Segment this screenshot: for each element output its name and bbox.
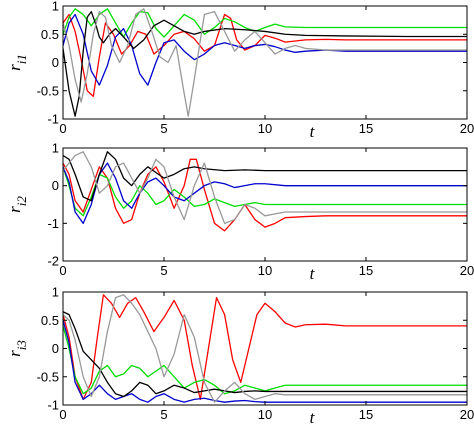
y-axis-label: ri2 bbox=[5, 196, 29, 213]
series-line-1 bbox=[63, 294, 467, 400]
y-tick-label: 0.5 bbox=[41, 313, 59, 328]
axes-box bbox=[62, 5, 468, 120]
axes-box bbox=[62, 291, 468, 406]
y-tick-label: -0.5 bbox=[37, 83, 59, 98]
x-tick-label: 20 bbox=[460, 263, 474, 278]
x-tick-label: 20 bbox=[460, 121, 474, 136]
x-tick-label: 0 bbox=[59, 407, 66, 422]
y-tick-label: 0 bbox=[52, 55, 59, 70]
x-tick-label: 10 bbox=[258, 407, 272, 422]
series-line-4 bbox=[63, 311, 467, 398]
x-tick-label: 20 bbox=[460, 407, 474, 422]
y-tick-label: 1 bbox=[52, 285, 59, 300]
series-line-3 bbox=[63, 13, 467, 86]
panel-3: 0 5 10 15 20 1 0.5 0 -0.5 -1 t ri3 bbox=[5, 285, 474, 428]
x-tick-label: 10 bbox=[258, 121, 272, 136]
y-tick-label: 1 bbox=[52, 0, 59, 14]
series-line-3 bbox=[63, 320, 467, 403]
series-line-4 bbox=[63, 11, 467, 117]
x-tick-label: 5 bbox=[160, 121, 167, 136]
series-line-4 bbox=[63, 151, 467, 202]
x-axis-label: t bbox=[310, 264, 316, 283]
x-tick-label: 15 bbox=[359, 407, 373, 422]
y-tick-label: -1 bbox=[47, 112, 59, 127]
y-tick-label: 0 bbox=[52, 341, 59, 356]
series-line-1 bbox=[63, 13, 467, 98]
x-tick-label: 15 bbox=[359, 263, 373, 278]
y-tick-label: -1 bbox=[47, 398, 59, 413]
series-line-5 bbox=[63, 8, 467, 117]
x-tick-label: 15 bbox=[359, 121, 373, 136]
series-line-2 bbox=[63, 8, 467, 38]
y-tick-label: 0.5 bbox=[41, 27, 59, 42]
series-line-2 bbox=[63, 325, 467, 395]
y-tick-label: -1 bbox=[47, 216, 59, 231]
y-tick-label: -2 bbox=[47, 254, 59, 269]
y-axis-label: ri3 bbox=[5, 340, 29, 357]
x-tick-label: 5 bbox=[160, 407, 167, 422]
panel-1: 0 5 10 15 20 1 0.5 0 -0.5 -1 t ri1 bbox=[5, 0, 474, 141]
series-line-5 bbox=[63, 151, 467, 224]
y-axis-label: ri1 bbox=[5, 54, 29, 71]
series-line-2 bbox=[63, 166, 467, 217]
x-tick-label: 5 bbox=[160, 263, 167, 278]
x-tick-label: 10 bbox=[258, 263, 272, 278]
series-line-5 bbox=[63, 294, 467, 403]
x-axis-label: t bbox=[310, 408, 316, 427]
y-tick-label: 0 bbox=[52, 178, 59, 193]
y-tick-label: -0.5 bbox=[37, 369, 59, 384]
x-tick-label: 0 bbox=[59, 263, 66, 278]
y-tick-label: 1 bbox=[52, 141, 59, 156]
series-line-3 bbox=[63, 162, 467, 224]
x-axis-label: t bbox=[310, 122, 316, 141]
x-tick-label: 0 bbox=[59, 121, 66, 136]
